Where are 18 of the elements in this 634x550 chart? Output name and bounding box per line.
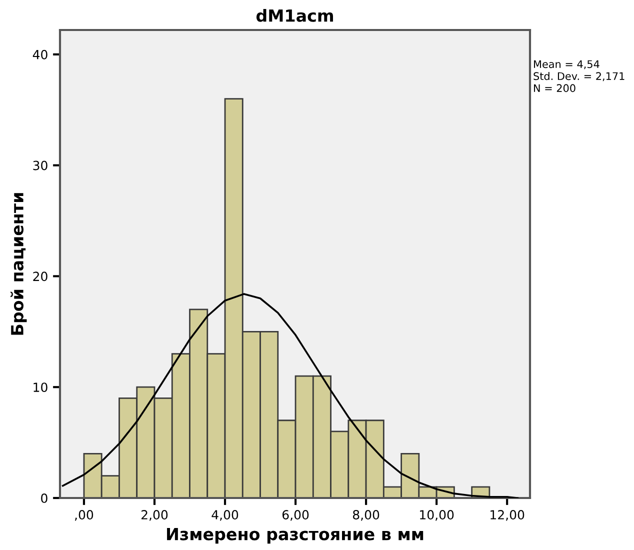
x-tick-label: 10,00 [420,510,454,521]
y-axis-title: Брой пациенти [10,193,27,335]
x-axis-title: Измерено разстояние в мм [167,528,424,544]
y-tick-label: 30 [33,160,48,170]
text: Mean = 4,54 [534,60,600,70]
text: Std. Dev. = 2,171 [534,72,624,82]
x-tick-label: 8,00 [352,510,380,521]
y-tick-label: 40 [32,50,48,60]
y-tick-label: 10 [34,382,48,392]
chart-title: dM1acm [256,9,333,22]
text: N = 200 [534,84,576,92]
x-tick-label: 6,00 [282,510,309,521]
x-tick-label: ,00 [75,510,94,521]
x-tick-label: 4,00 [212,510,238,521]
x-tick-label: 12,00 [490,510,524,521]
y-tick-label: 20 [33,272,48,282]
x-tick-label: 2,00 [141,510,168,521]
y-tick-label: 0 [41,493,48,503]
